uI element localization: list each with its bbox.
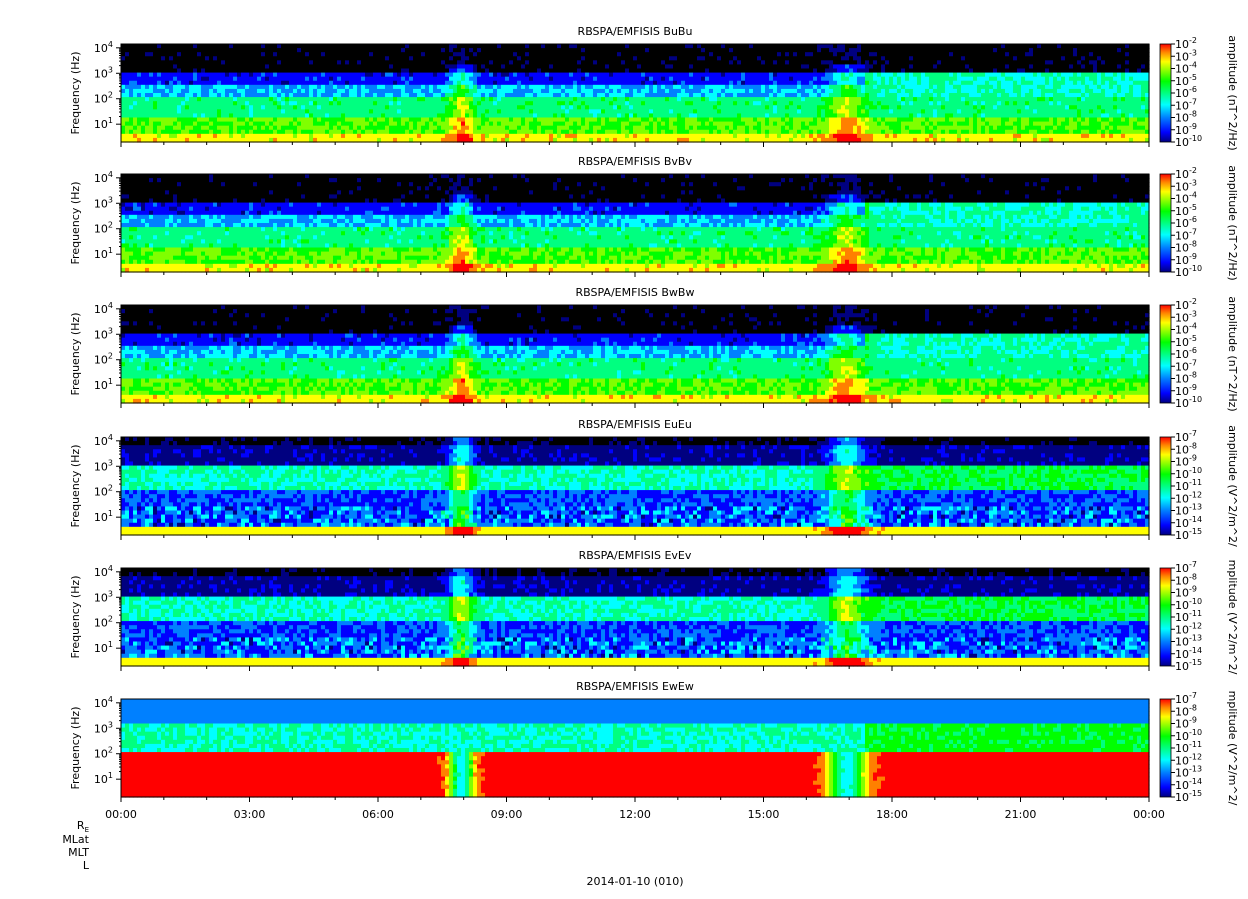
y-tick-label: 104 <box>94 301 113 316</box>
colorbar: 10-710-810-910-1010-1110-1210-1310-1410-… <box>1160 560 1239 675</box>
colorbar-label: amplitude (V^2/m^2/ <box>1226 425 1239 547</box>
colorbar-tick-label: 10-10 <box>1175 395 1202 410</box>
panel-title: RBSPA/EMFISIS EwEw <box>576 680 694 693</box>
y-tick-label: 104 <box>94 564 113 579</box>
colorbar-tick-label: 10-15 <box>1175 527 1202 542</box>
x-tick-label: 00:00 <box>1133 808 1165 821</box>
spectrogram-panel: RBSPA/EMFISIS BwBw Frequency (Hz) 101 102 10… <box>69 286 1239 412</box>
y-axis-label: Frequency (Hz) <box>69 707 82 790</box>
spectrogram-panel: RBSPA/EMFISIS EwEw Frequency (Hz) 101 102 10… <box>69 680 1239 806</box>
y-tick-label: 101 <box>94 640 113 655</box>
spectrogram-image <box>121 44 1150 143</box>
ephemeris-label: L <box>83 859 90 872</box>
y-tick-label: 102 <box>94 484 113 499</box>
colorbar-label: mplitude (V^2/m^2/ <box>1226 691 1239 806</box>
colorbar: 10-210-310-410-510-610-710-810-910-10 amp… <box>1160 296 1239 411</box>
spectrogram-image <box>121 174 1150 273</box>
x-tick-label: 15:00 <box>748 808 780 821</box>
panel-title: RBSPA/EMFISIS EvEv <box>579 549 692 562</box>
y-axis-label: Frequency (Hz) <box>69 313 82 396</box>
x-tick-label: 00:00 <box>105 808 137 821</box>
colorbar-scale <box>1160 699 1171 797</box>
colorbar: 10-710-810-910-1010-1110-1210-1310-1410-… <box>1160 691 1239 806</box>
colorbar-scale <box>1160 305 1171 403</box>
y-tick-label: 104 <box>94 170 113 185</box>
ephemeris-label: RE <box>77 819 89 834</box>
y-tick-label: 101 <box>94 509 113 524</box>
panel-title: RBSPA/EMFISIS BuBu <box>578 25 693 38</box>
y-tick-label: 102 <box>94 615 113 630</box>
colorbar-label: mplitude (V^2/m^2/ <box>1226 560 1239 675</box>
spectrogram-image <box>121 568 1150 667</box>
spectrogram-image <box>121 699 1150 798</box>
y-tick-label: 103 <box>94 458 113 473</box>
y-tick-label: 103 <box>94 589 113 604</box>
y-tick-label: 104 <box>94 40 113 55</box>
colorbar-tick-label: 10-15 <box>1175 658 1202 673</box>
y-axis-label: Frequency (Hz) <box>69 576 82 659</box>
colorbar-label: amplitude (nT^2/Hz) <box>1226 35 1239 150</box>
y-tick-label: 102 <box>94 746 113 761</box>
y-tick-label: 102 <box>94 221 113 236</box>
colorbar-scale <box>1160 568 1171 666</box>
y-tick-label: 103 <box>94 720 113 735</box>
x-tick-label: 12:00 <box>619 808 651 821</box>
y-tick-label: 103 <box>94 195 113 210</box>
y-tick-label: 101 <box>94 116 113 131</box>
y-tick-label: 104 <box>94 433 113 448</box>
colorbar-scale <box>1160 437 1171 535</box>
colorbar-label: amplitude (nT^2/Hz) <box>1226 296 1239 411</box>
panel-title: RBSPA/EMFISIS EuEu <box>578 418 692 431</box>
x-tick-label: 09:00 <box>491 808 523 821</box>
y-tick-label: 101 <box>94 771 113 786</box>
colorbar: 10-210-310-410-510-610-710-810-910-10 amp… <box>1160 165 1239 280</box>
y-tick-label: 102 <box>94 91 113 106</box>
x-tick-label: 03:00 <box>234 808 266 821</box>
colorbar-scale <box>1160 174 1171 272</box>
time-axis: 00:00 03:00 06:00 09:00 12:00 15:00 18:00 21:00… <box>62 808 1165 888</box>
y-tick-label: 104 <box>94 695 113 710</box>
spectrogram-panel: RBSPA/EMFISIS EuEu Frequency (Hz) 101 102 10… <box>69 418 1239 547</box>
y-axis-label: Frequency (Hz) <box>69 445 82 528</box>
y-tick-label: 103 <box>94 326 113 341</box>
y-tick-label: 103 <box>94 65 113 80</box>
panel-title: RBSPA/EMFISIS BwBw <box>576 286 695 299</box>
spectrogram-panel: RBSPA/EMFISIS EvEv Frequency (Hz) 101 102 10… <box>69 549 1239 675</box>
y-axis-label: Frequency (Hz) <box>69 52 82 135</box>
colorbar-tick-label: 10-15 <box>1175 789 1202 804</box>
colorbar-tick-label: 10-10 <box>1175 134 1202 149</box>
colorbar-tick-label: 10-10 <box>1175 264 1202 279</box>
ephemeris-label: MLat <box>62 833 89 846</box>
colorbar: 10-710-810-910-1010-1110-1210-1310-1410-… <box>1160 425 1239 547</box>
spectrogram-panel: RBSPA/EMFISIS BuBu Frequency (Hz) 101 102 10… <box>69 25 1239 151</box>
y-tick-label: 101 <box>94 377 113 392</box>
colorbar-scale <box>1160 44 1171 142</box>
x-tick-label: 21:00 <box>1005 808 1037 821</box>
y-axis-label: Frequency (Hz) <box>69 182 82 265</box>
panel-title: RBSPA/EMFISIS BvBv <box>578 155 692 168</box>
y-tick-label: 101 <box>94 246 113 261</box>
x-tick-label: 06:00 <box>362 808 394 821</box>
ephemeris-label: MLT <box>68 846 89 859</box>
colorbar-label: amplitude (nT^2/Hz) <box>1226 165 1239 280</box>
spectrogram-image <box>121 305 1150 404</box>
date-label: 2014-01-10 (010) <box>586 875 683 888</box>
spectrogram-image <box>121 437 1150 536</box>
spectrogram-panel: RBSPA/EMFISIS BvBv Frequency (Hz) 101 102 10… <box>69 155 1239 281</box>
colorbar: 10-210-310-410-510-610-710-810-910-10 amp… <box>1160 35 1239 150</box>
x-tick-label: 18:00 <box>876 808 908 821</box>
y-tick-label: 102 <box>94 352 113 367</box>
